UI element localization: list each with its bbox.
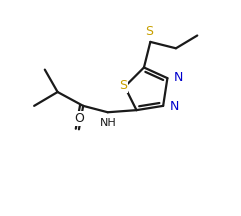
Text: N: N <box>169 100 179 113</box>
Text: S: S <box>145 25 153 38</box>
Text: N: N <box>174 71 183 84</box>
Text: O: O <box>74 112 84 125</box>
Text: S: S <box>119 79 127 92</box>
Text: NH: NH <box>100 118 117 128</box>
